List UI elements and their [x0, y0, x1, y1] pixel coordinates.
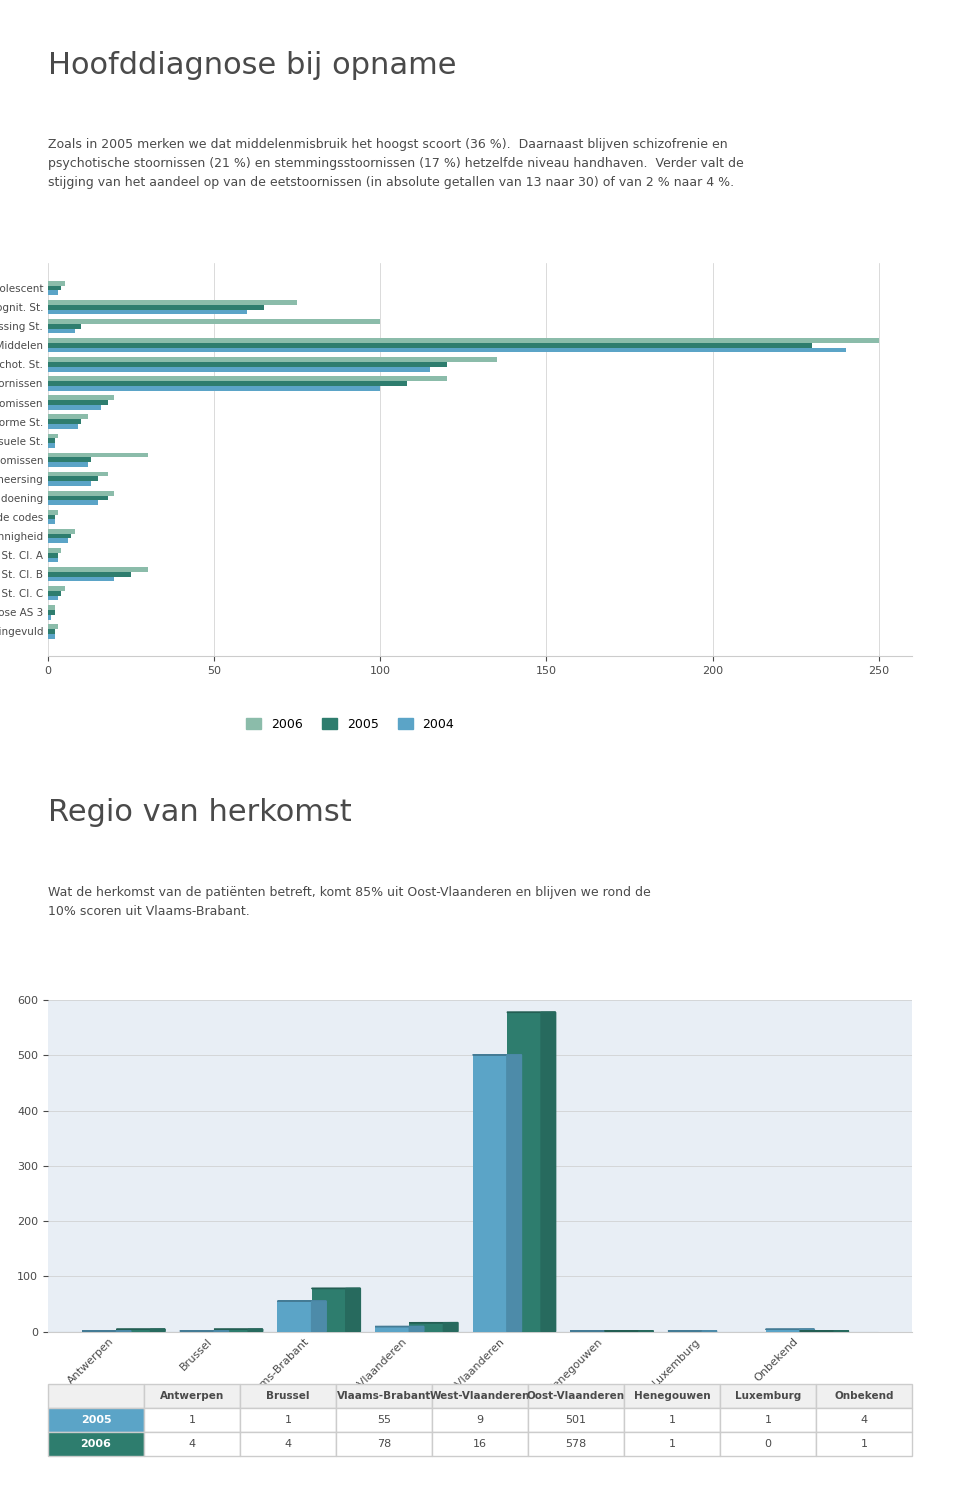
Polygon shape	[800, 1330, 814, 1331]
Bar	[48, 591, 61, 596]
Bar	[48, 495, 108, 501]
Bar	[48, 477, 98, 481]
Bar	[48, 348, 846, 352]
Bar	[48, 357, 496, 363]
Bar	[48, 605, 55, 609]
Bar	[48, 343, 812, 348]
Bar	[277, 1302, 312, 1331]
Bar	[48, 635, 55, 639]
Polygon shape	[312, 1302, 326, 1331]
Bar	[48, 367, 430, 372]
Bar	[48, 629, 55, 635]
Bar	[48, 281, 64, 285]
Bar	[48, 533, 71, 538]
Polygon shape	[151, 1330, 165, 1331]
Bar	[48, 380, 407, 386]
Bar	[48, 285, 61, 290]
Bar	[48, 462, 88, 467]
Legend: 2006, 2005, 2004: 2006, 2005, 2004	[242, 713, 459, 736]
Bar	[48, 615, 51, 620]
Polygon shape	[409, 1327, 424, 1331]
Bar	[48, 386, 380, 391]
Bar	[48, 585, 64, 591]
Bar	[409, 1323, 444, 1331]
Text: Hoofddiagnose bij opname: Hoofddiagnose bij opname	[48, 51, 457, 80]
Text: Wat de herkomst van de patiënten betreft, komt 85% uit Oost-Vlaanderen en blijve: Wat de herkomst van de patiënten betreft…	[48, 886, 651, 918]
Text: Zoals in 2005 merken we dat middelenmisbruik het hoogst scoort (36 %).  Daarnaas: Zoals in 2005 merken we dat middelenmisb…	[48, 138, 744, 189]
Bar	[48, 415, 88, 419]
Bar	[48, 339, 878, 343]
Bar	[48, 395, 114, 400]
Bar	[48, 305, 264, 309]
Bar	[48, 458, 91, 462]
Text: Regio van herkomst: Regio van herkomst	[48, 798, 351, 828]
Bar	[48, 319, 380, 324]
Bar	[48, 324, 82, 328]
Bar	[48, 548, 61, 553]
Bar	[48, 376, 446, 380]
Bar	[48, 609, 55, 615]
Polygon shape	[444, 1323, 458, 1331]
Bar	[48, 557, 58, 562]
Bar	[48, 404, 101, 410]
Bar	[48, 490, 114, 495]
Bar	[48, 538, 68, 544]
Polygon shape	[248, 1330, 263, 1331]
Bar	[48, 596, 58, 600]
Bar	[765, 1330, 800, 1331]
Bar	[48, 501, 98, 505]
Bar	[472, 1055, 507, 1331]
Bar	[48, 443, 55, 447]
Bar	[48, 300, 298, 305]
Bar	[48, 328, 75, 333]
Bar	[48, 453, 148, 458]
Bar	[48, 1331, 877, 1348]
Bar	[48, 520, 55, 525]
Polygon shape	[346, 1288, 360, 1331]
Bar	[48, 438, 55, 443]
Polygon shape	[541, 1012, 556, 1331]
Bar	[48, 529, 75, 533]
Bar	[116, 1330, 151, 1331]
Bar	[48, 471, 108, 477]
Bar	[48, 481, 91, 486]
Bar	[48, 424, 78, 429]
Bar	[48, 624, 58, 629]
Bar	[507, 1012, 541, 1331]
Bar	[48, 514, 55, 520]
Bar	[48, 510, 58, 514]
Bar	[48, 419, 82, 424]
Bar	[48, 400, 108, 404]
Bar	[312, 1288, 346, 1331]
Bar	[48, 434, 58, 438]
Polygon shape	[507, 1055, 521, 1331]
Bar	[48, 290, 58, 296]
Bar	[48, 572, 132, 577]
Bar	[48, 309, 248, 315]
Bar	[48, 577, 114, 581]
Bar	[214, 1330, 248, 1331]
Bar	[48, 363, 446, 367]
Bar	[48, 568, 148, 572]
Bar	[375, 1327, 409, 1331]
Bar	[48, 553, 58, 557]
